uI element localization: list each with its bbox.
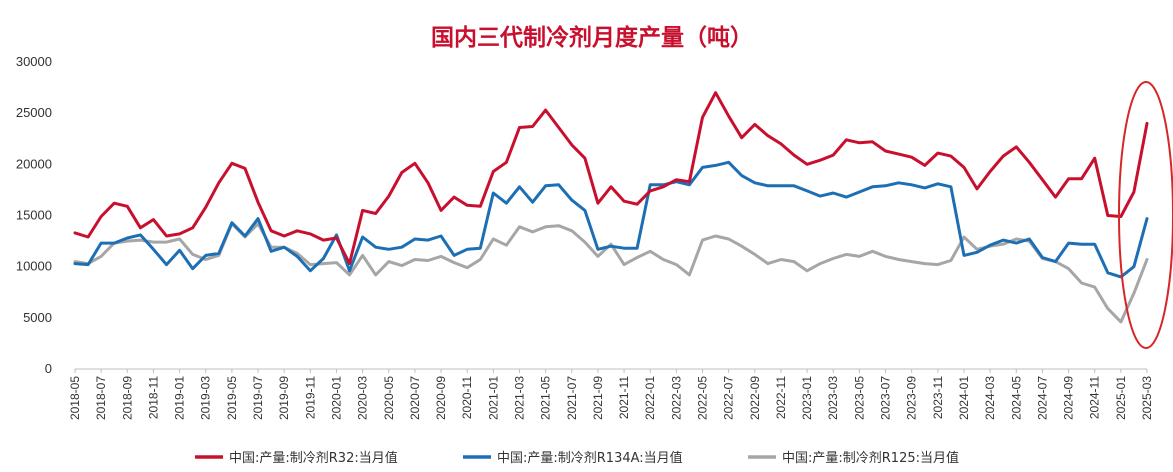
- x-tick-label: 2021-09: [591, 376, 605, 420]
- x-tick-label: 2021-01: [486, 376, 500, 420]
- x-tick-label: 2019-03: [199, 376, 213, 420]
- x-tick-label: 2023-07: [879, 376, 893, 420]
- x-tick-label: 2023-05: [852, 376, 866, 420]
- x-tick-label: 2019-07: [251, 376, 265, 420]
- x-tick-label: 2022-07: [722, 376, 736, 420]
- x-tick-label: 2018-07: [94, 376, 108, 420]
- x-tick-label: 2021-07: [565, 376, 579, 420]
- x-tick-label: 2020-05: [382, 376, 396, 420]
- series-line-0: [73, 91, 1149, 266]
- chart-title: 国内三代制冷剂月度产量（吨）: [431, 24, 753, 51]
- legend: 中国:产量:制冷剂R32:当月值 中国:产量:制冷剂R134A:当月值 中国:产量:…: [195, 450, 959, 466]
- y-tick-label: 30000: [16, 54, 52, 69]
- x-tick-label: 2023-11: [931, 376, 945, 419]
- x-tick-label: 2024-05: [1009, 376, 1023, 420]
- legend-item-0: 中国:产量:制冷剂R32:当月值: [195, 450, 398, 466]
- x-tick-label: 2019-09: [277, 376, 291, 420]
- x-tick-label: 2020-11: [460, 376, 474, 419]
- x-tick-label: 2024-09: [1062, 376, 1076, 420]
- x-tick-label: 2021-03: [512, 376, 526, 420]
- x-tick-label: 2019-01: [173, 376, 187, 420]
- y-tick-label: 20000: [16, 156, 52, 171]
- series-line-2: [73, 222, 1149, 324]
- x-tick-label: 2024-11: [1088, 376, 1102, 419]
- x-tick-label: 2018-11: [146, 376, 160, 419]
- x-tick-label: 2020-03: [356, 376, 370, 420]
- x-tick-label: 2022-01: [643, 376, 657, 420]
- y-tick-label: 5000: [23, 310, 52, 325]
- annotation-layer: [1118, 81, 1173, 349]
- series-line-1: [73, 160, 1149, 279]
- y-tick-label: 0: [45, 361, 52, 376]
- y-tick-label: 15000: [16, 208, 52, 223]
- x-tick-label: 2025-01: [1114, 376, 1128, 420]
- x-tick-label: 2024-07: [1035, 376, 1049, 420]
- legend-label: 中国:产量:制冷剂R125:当月值: [782, 450, 959, 466]
- x-tick-label: 2019-11: [303, 376, 317, 419]
- x-tick-label: 2023-01: [800, 376, 814, 420]
- x-tick-label: 2018-05: [68, 376, 82, 420]
- y-tick-label: 25000: [16, 105, 52, 120]
- x-tick-label: 2018-09: [120, 376, 134, 420]
- x-tick-label: 2022-11: [774, 376, 788, 419]
- highlight-ellipse: [1118, 81, 1173, 349]
- x-tick-label: 2021-11: [617, 376, 631, 419]
- x-tick-label: 2022-03: [669, 376, 683, 420]
- x-tick-label: 2022-05: [696, 376, 710, 420]
- x-tick-label: 2022-09: [748, 376, 762, 420]
- legend-item-1: 中国:产量:制冷剂R134A:当月值: [463, 450, 683, 466]
- x-tick-label: 2019-05: [225, 376, 239, 420]
- legend-item-2: 中国:产量:制冷剂R125:当月值: [748, 450, 959, 466]
- y-tick-label: 10000: [16, 259, 52, 274]
- series-layer: [73, 91, 1149, 324]
- x-tick-label: 2025-03: [1140, 376, 1154, 420]
- x-tick-label: 2024-03: [983, 376, 997, 420]
- legend-label: 中国:产量:制冷剂R32:当月值: [229, 450, 398, 466]
- x-tick-label: 2023-09: [905, 376, 919, 420]
- x-tick-label: 2020-07: [408, 376, 422, 420]
- x-tick-label: 2024-01: [957, 376, 971, 420]
- axes: 0 5000 10000 15000 20000 25000 30000 2018-05 201…: [16, 54, 1154, 420]
- x-tick-label: 2023-03: [826, 376, 840, 420]
- x-tick-label: 2020-09: [434, 376, 448, 420]
- legend-label: 中国:产量:制冷剂R134A:当月值: [497, 450, 683, 466]
- x-tick-label: 2020-01: [329, 376, 343, 420]
- x-tick-label: 2021-05: [539, 376, 553, 420]
